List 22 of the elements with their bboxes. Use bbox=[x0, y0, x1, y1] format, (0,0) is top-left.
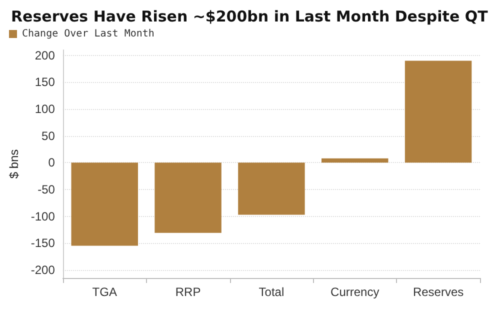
y-tick-label: -50 bbox=[38, 182, 56, 196]
bar bbox=[238, 162, 305, 215]
y-tick-label: 150 bbox=[34, 75, 56, 90]
legend-label: Change Over Last Month bbox=[22, 28, 154, 40]
y-tick-label: 0 bbox=[48, 156, 56, 170]
x-tick-label: Total bbox=[258, 285, 284, 299]
x-tick-label: RRP bbox=[175, 285, 201, 299]
y-tick-label: -150 bbox=[30, 236, 56, 250]
y-axis-title: $ bns bbox=[7, 149, 21, 179]
bar bbox=[322, 158, 388, 163]
x-tick-label: TGA bbox=[92, 285, 117, 299]
y-tick-label: 50 bbox=[42, 128, 56, 143]
x-tick-label: Currency bbox=[330, 285, 380, 299]
x-tick-label: Reserves bbox=[412, 285, 464, 299]
y-tick-label: 200 bbox=[34, 48, 56, 62]
y-tick-label: -200 bbox=[30, 262, 56, 277]
bar bbox=[71, 162, 138, 246]
y-tick-label: -100 bbox=[30, 209, 56, 224]
y-tick-label: 100 bbox=[34, 102, 56, 116]
bar bbox=[404, 60, 472, 163]
chart-title: Reserves Have Risen ~$200bn in Last Month Despite QT bbox=[11, 8, 489, 26]
bar bbox=[154, 162, 222, 233]
